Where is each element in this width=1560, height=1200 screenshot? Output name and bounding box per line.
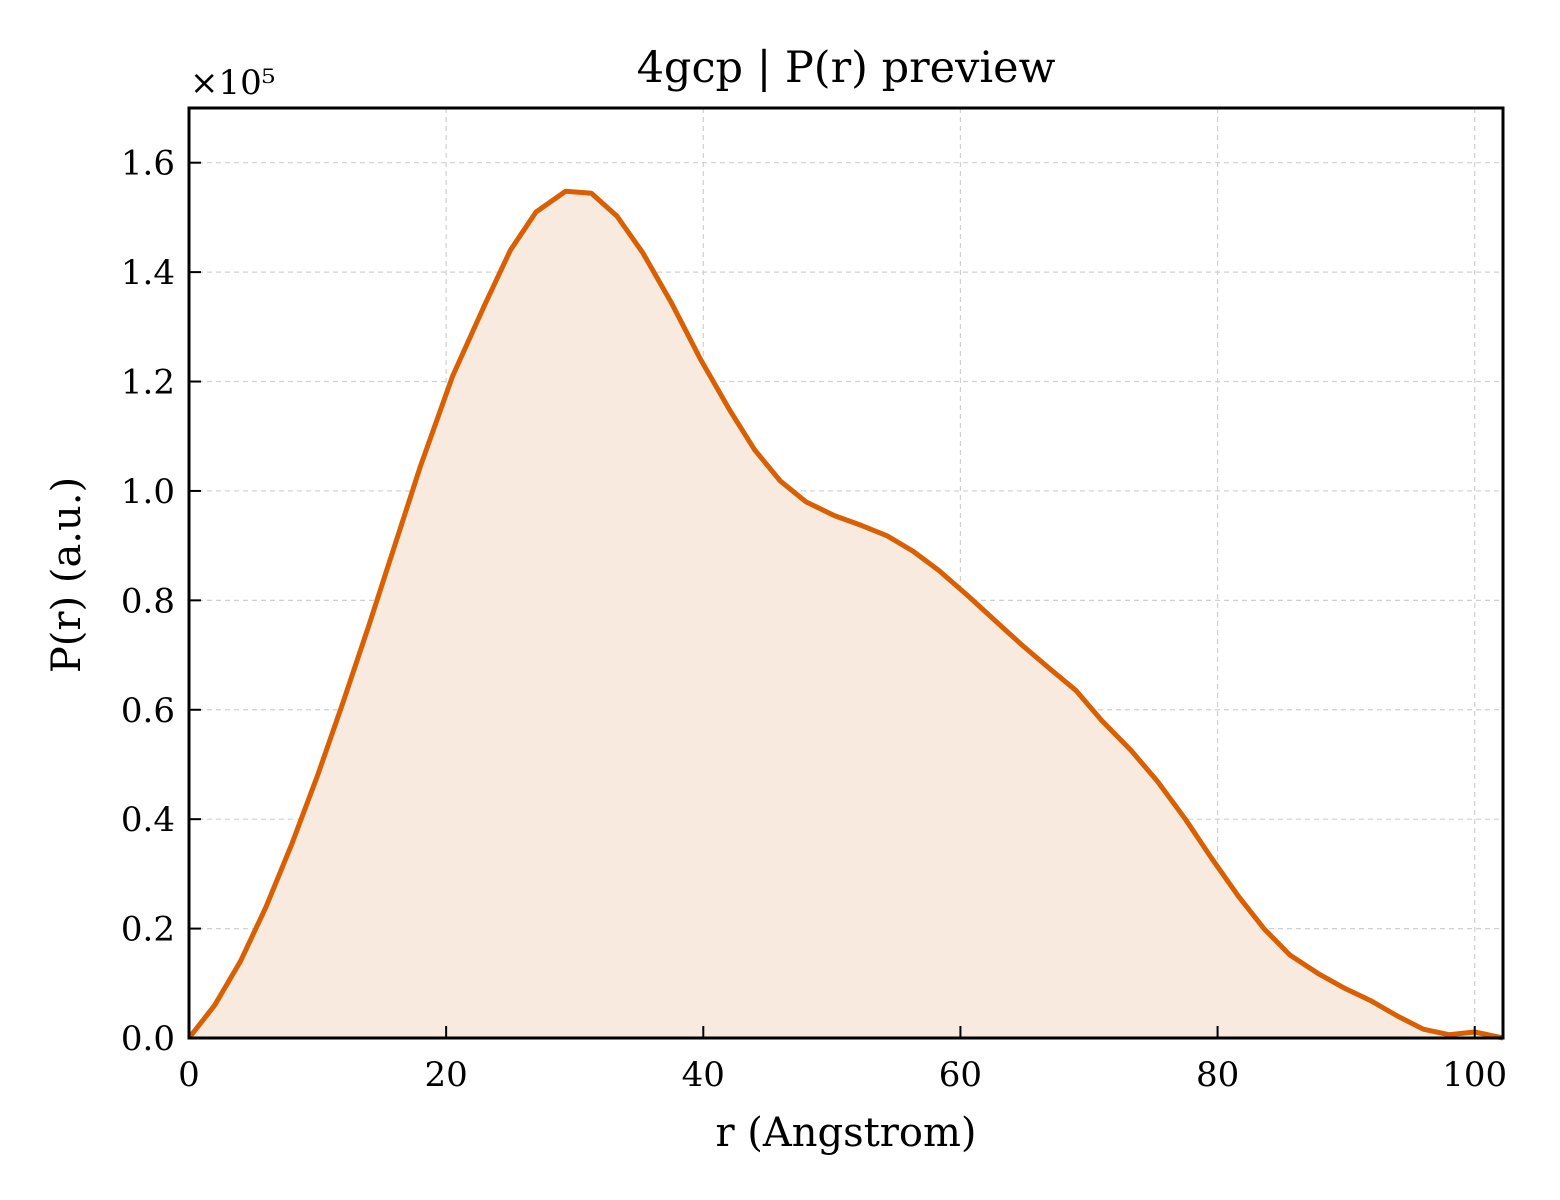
y-axis-multiplier: ×10⁵: [190, 63, 275, 103]
x-tick-label: 40: [682, 1055, 725, 1095]
chart-title: 4gcp | P(r) preview: [637, 43, 1056, 93]
y-tick-label: 0.2: [121, 910, 175, 950]
x-tick-label: 60: [939, 1055, 982, 1095]
y-tick-label: 0.0: [121, 1019, 175, 1059]
y-tick-label: 0.8: [121, 581, 175, 621]
y-tick-label: 0.6: [121, 691, 175, 731]
y-axis-label: P(r) (a.u.): [44, 477, 90, 673]
y-tick-label: 0.4: [121, 800, 175, 840]
axis-ticks: 0 20 40 60 80 100 0.0 0.2 0.4 0.6 0.8 1.0 1.2 1.4 1.6: [121, 144, 1507, 1095]
pr-curve-line: [187, 188, 1504, 1041]
x-tick-label: 80: [1196, 1055, 1239, 1095]
pr-area-fill: [189, 191, 1503, 1038]
x-tick-label: 0: [178, 1055, 200, 1095]
y-tick-label: 1.2: [121, 363, 175, 403]
x-axis-label: r (Angstrom): [715, 1110, 976, 1156]
y-tick-label: 1.0: [121, 472, 175, 512]
plot-frame: [187, 106, 1505, 1040]
x-tick-label: 100: [1442, 1055, 1507, 1095]
x-tick-label: 20: [425, 1055, 468, 1095]
y-tick-label: 1.4: [121, 253, 175, 293]
y-tick-label: 1.6: [121, 144, 175, 184]
